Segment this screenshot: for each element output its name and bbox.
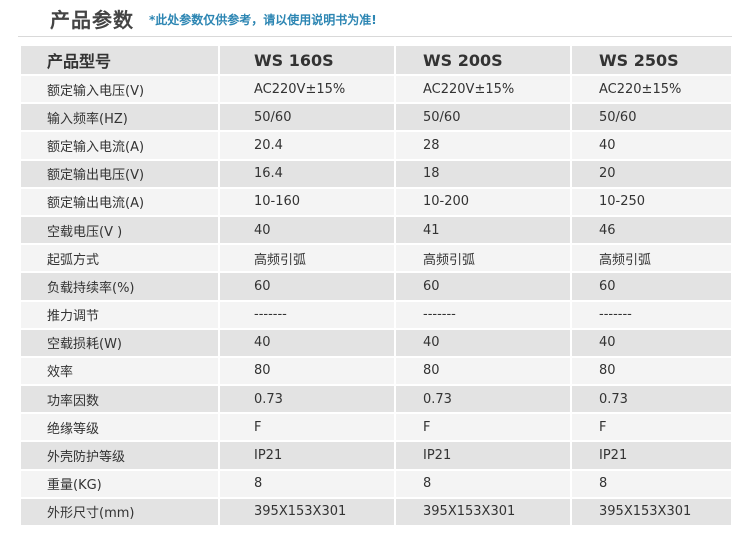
table-row: 外壳防护等级 IP21 IP21 IP21	[21, 442, 733, 471]
param-value: 60	[220, 273, 396, 302]
section-header: 产品参数 *此处参数仅供参考，请以使用说明书为准!	[0, 0, 750, 36]
param-value: 0.73	[396, 386, 572, 415]
param-name: 额定输入电流(A)	[21, 132, 220, 161]
param-value: 20.4	[220, 132, 396, 161]
table-row: 输入频率(HZ) 50/60 50/60 50/60	[21, 104, 733, 133]
table-row: 功率因数 0.73 0.73 0.73	[21, 386, 733, 415]
param-name: 额定输入电压(V)	[21, 76, 220, 105]
param-value: IP21	[220, 442, 396, 471]
table-row: 负载持续率(%) 60 60 60	[21, 273, 733, 302]
param-value: AC220±15%	[572, 76, 733, 105]
table-row: 额定输入电压(V) AC220V±15% AC220V±15% AC220±15%	[21, 76, 733, 105]
param-value: -------	[220, 301, 396, 330]
param-value: 8	[396, 470, 572, 499]
param-value: 395X153X301	[396, 498, 572, 527]
table-row: 绝缘等级 F F F	[21, 414, 733, 443]
param-name: 负载持续率(%)	[21, 273, 220, 302]
param-value: 8	[220, 470, 396, 499]
param-name: 额定输出电流(A)	[21, 188, 220, 217]
param-value: F	[220, 414, 396, 443]
spec-table-body: 产品型号 WS 160S WS 200S WS 250S 额定输入电压(V) AC…	[21, 46, 733, 527]
param-value: AC220V±15%	[220, 76, 396, 105]
disclaimer-note: *此处参数仅供参考，请以使用说明书为准!	[149, 13, 377, 27]
param-name: 空载电压(V )	[21, 216, 220, 246]
param-value: -------	[396, 301, 572, 330]
table-row: 推力调节 ------- ------- -------	[21, 301, 733, 330]
table-row: 空载电压(V ) 40 41 46	[21, 216, 733, 246]
param-value: 395X153X301	[220, 498, 396, 527]
param-value: 41	[396, 216, 572, 246]
param-value: 40	[396, 329, 572, 358]
param-value: 10-200	[396, 188, 572, 217]
param-value: IP21	[572, 442, 733, 471]
table-row: 效率 80 80 80	[21, 357, 733, 387]
model-name: WS 200S	[396, 46, 572, 76]
param-name: 功率因数	[21, 386, 220, 415]
param-name: 外形尺寸(mm)	[21, 498, 220, 527]
table-header-row: 产品型号 WS 160S WS 200S WS 250S	[21, 46, 733, 76]
param-value: 40	[572, 329, 733, 358]
table-row: 额定输出电流(A) 10-160 10-200 10-250	[21, 188, 733, 217]
param-value: 46	[572, 216, 733, 246]
param-value: 50/60	[396, 104, 572, 133]
param-value: 0.73	[572, 386, 733, 415]
param-name: 输入频率(HZ)	[21, 104, 220, 133]
param-value: 10-250	[572, 188, 733, 217]
param-value: F	[572, 414, 733, 443]
param-value: 395X153X301	[572, 498, 733, 527]
param-name: 起弧方式	[21, 245, 220, 274]
param-value: 80	[220, 357, 396, 387]
header-label: 产品型号	[21, 46, 220, 76]
param-name: 额定输出电压(V)	[21, 160, 220, 189]
param-name: 外壳防护等级	[21, 442, 220, 471]
param-value: 10-160	[220, 188, 396, 217]
param-value: 20	[572, 160, 733, 189]
param-name: 推力调节	[21, 301, 220, 330]
param-value: 16.4	[220, 160, 396, 189]
param-value: 18	[396, 160, 572, 189]
param-value: 高频引弧	[572, 245, 733, 274]
param-value: 50/60	[220, 104, 396, 133]
param-value: F	[396, 414, 572, 443]
param-value: 0.73	[220, 386, 396, 415]
param-value: 8	[572, 470, 733, 499]
param-value: 高频引弧	[396, 245, 572, 274]
table-row: 重量(KG) 8 8 8	[21, 470, 733, 499]
param-value: 50/60	[572, 104, 733, 133]
param-value: 40	[220, 329, 396, 358]
param-value: 60	[572, 273, 733, 302]
model-name: WS 250S	[572, 46, 733, 76]
param-value: 40	[572, 132, 733, 161]
header-divider	[18, 36, 732, 37]
model-name: WS 160S	[220, 46, 396, 76]
table-row: 起弧方式 高频引弧 高频引弧 高频引弧	[21, 245, 733, 274]
param-name: 空载损耗(W)	[21, 329, 220, 358]
table-row: 额定输入电流(A) 20.4 28 40	[21, 132, 733, 161]
param-name: 效率	[21, 357, 220, 387]
param-value: AC220V±15%	[396, 76, 572, 105]
param-name: 绝缘等级	[21, 414, 220, 443]
param-value: 80	[396, 357, 572, 387]
table-row: 空载损耗(W) 40 40 40	[21, 329, 733, 358]
param-value: 28	[396, 132, 572, 161]
param-value: 80	[572, 357, 733, 387]
param-name: 重量(KG)	[21, 470, 220, 499]
param-value: -------	[572, 301, 733, 330]
param-value: 高频引弧	[220, 245, 396, 274]
param-value: 40	[220, 216, 396, 246]
section-title: 产品参数	[50, 8, 134, 32]
table-row: 额定输出电压(V) 16.4 18 20	[21, 160, 733, 189]
param-value: IP21	[396, 442, 572, 471]
spec-table: 产品型号 WS 160S WS 200S WS 250S 额定输入电压(V) AC…	[21, 46, 733, 527]
table-row: 外形尺寸(mm) 395X153X301 395X153X301 395X153X30…	[21, 498, 733, 527]
param-value: 60	[396, 273, 572, 302]
